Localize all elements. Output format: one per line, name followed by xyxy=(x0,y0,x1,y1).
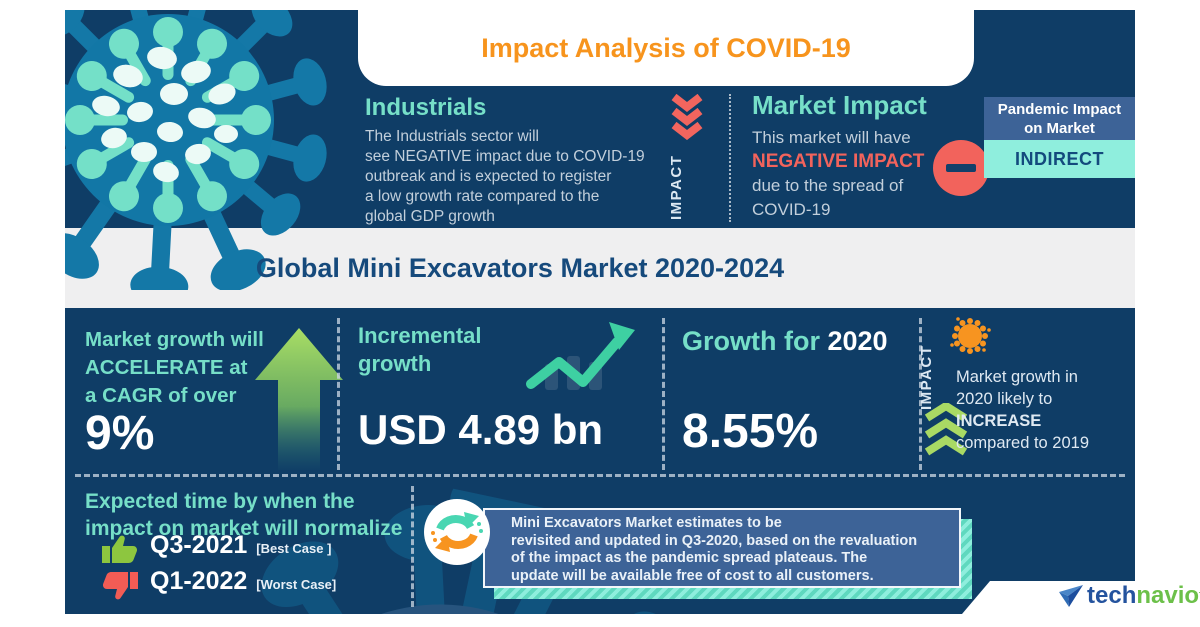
incremental-value: USD 4.89 bn xyxy=(358,406,604,453)
main-impact-vertical-label: IMPACT xyxy=(918,344,935,410)
market-impact-title: Market Impact xyxy=(752,90,927,120)
technavio-wordmark: technavioTM xyxy=(1087,582,1200,609)
market-impact-line: This market will have xyxy=(752,128,911,147)
page-title: Impact Analysis of COVID-19 xyxy=(481,33,851,63)
market-impact-line: due to the spread of xyxy=(752,176,904,195)
pandemic-impact-badge: Pandemic Impact on Market INDIRECT xyxy=(984,97,1135,178)
growth-2020-label: Growth for 2020 xyxy=(682,326,888,356)
orange-virus-icon xyxy=(950,317,991,354)
industrials-line: see NEGATIVE impact due to COVID-19 xyxy=(365,148,645,165)
industrials-line: global GDP growth xyxy=(365,208,495,225)
cagr-label: Market growth will ACCELERATE at a CAGR … xyxy=(85,328,264,407)
row1-divider-3 xyxy=(919,318,922,470)
row2-divider xyxy=(411,486,414,607)
industrials-line: The Industrials sector will xyxy=(365,128,540,145)
technavio-logo: technavioTM xyxy=(1058,584,1200,608)
triple-chevron-down-icon xyxy=(671,94,703,140)
minus-circle-icon xyxy=(933,140,989,196)
update-note-box: Mini Excavators Market estimates to be r… xyxy=(483,508,961,588)
cagr-value: 9% xyxy=(85,407,155,460)
minus-bar xyxy=(946,164,976,172)
report-title: Global Mini Excavators Market 2020-2024 xyxy=(255,253,785,283)
row1-divider-2 xyxy=(662,318,665,470)
market-impact-highlight: NEGATIVE IMPACT xyxy=(752,151,925,172)
impact-2020-text: Market growth in 2020 likely to INCREASE… xyxy=(956,368,1090,452)
top-impact-vertical-label: IMPACT xyxy=(668,154,685,220)
market-impact-paragraph: This market will have NEGATIVE IMPACT du… xyxy=(752,126,924,222)
industrials-line: outbreak and is expected to register xyxy=(365,168,612,185)
industrials-line: a low growth rate compared to the xyxy=(365,188,600,205)
worst-case-note: [Worst Case] xyxy=(256,577,337,592)
market-impact-line: COVID-19 xyxy=(752,200,831,219)
best-case-value: Q3-2021 xyxy=(150,531,248,559)
pandemic-badge-label: Pandemic Impact on Market xyxy=(984,97,1135,140)
impact-2020-highlight: INCREASE xyxy=(956,412,1042,430)
incremental-label: Incremental growth xyxy=(358,323,482,376)
technavio-arrow-icon xyxy=(1059,585,1083,607)
worst-case-value: Q1-2022 xyxy=(150,567,248,595)
trend-up-icon xyxy=(526,322,635,390)
worst-case-row: Q1-2022 [Worst Case] xyxy=(150,567,336,596)
pandemic-badge-value: INDIRECT xyxy=(984,140,1135,178)
normalize-heading: Expected time by when the impact on mark… xyxy=(85,490,403,540)
triple-chevron-up-icon xyxy=(924,403,968,456)
best-case-note: [Best Case ] xyxy=(256,541,332,556)
thumbs-up-icon xyxy=(102,535,138,563)
industrials-title: Industrials xyxy=(365,94,487,121)
up-arrow-icon xyxy=(255,328,343,470)
thumbs-down-icon xyxy=(102,572,138,600)
refresh-icon xyxy=(424,499,490,565)
row-divider xyxy=(75,474,1125,477)
best-case-row: Q3-2021 [Best Case ] xyxy=(150,531,331,560)
growth-2020-value: 8.55% xyxy=(682,405,819,458)
row1-divider-1 xyxy=(337,318,340,470)
top-dotted-divider xyxy=(729,94,731,222)
header-banner: Impact Analysis of COVID-19 xyxy=(358,10,974,86)
industrials-paragraph: The Industrials sector will see NEGATIVE… xyxy=(365,127,645,227)
